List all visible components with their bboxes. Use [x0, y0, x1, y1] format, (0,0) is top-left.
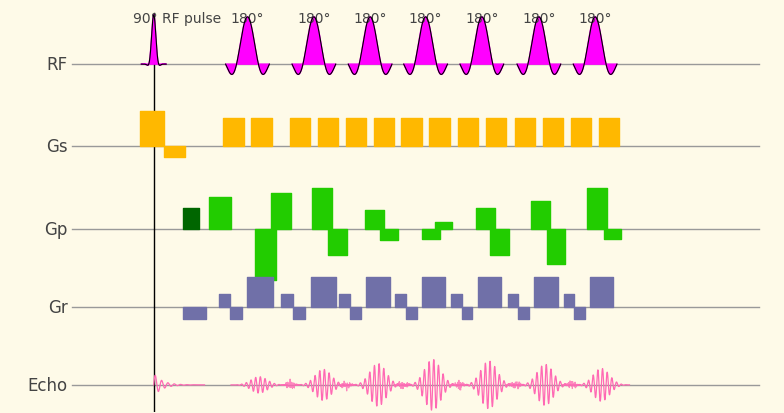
Text: Gr: Gr — [48, 298, 67, 316]
Text: 180°: 180° — [465, 12, 499, 26]
Text: 180°: 180° — [408, 12, 442, 26]
Text: Gp: Gp — [45, 220, 67, 238]
Text: RF: RF — [47, 56, 67, 74]
Text: 180°: 180° — [297, 12, 331, 26]
Text: Gs: Gs — [46, 138, 67, 156]
Text: 180°: 180° — [522, 12, 556, 26]
Text: 180°: 180° — [230, 12, 264, 26]
Text: 180°: 180° — [579, 12, 612, 26]
Text: 180°: 180° — [354, 12, 387, 26]
Text: Echo: Echo — [27, 376, 67, 394]
Text: 90° RF pulse: 90° RF pulse — [132, 12, 221, 26]
